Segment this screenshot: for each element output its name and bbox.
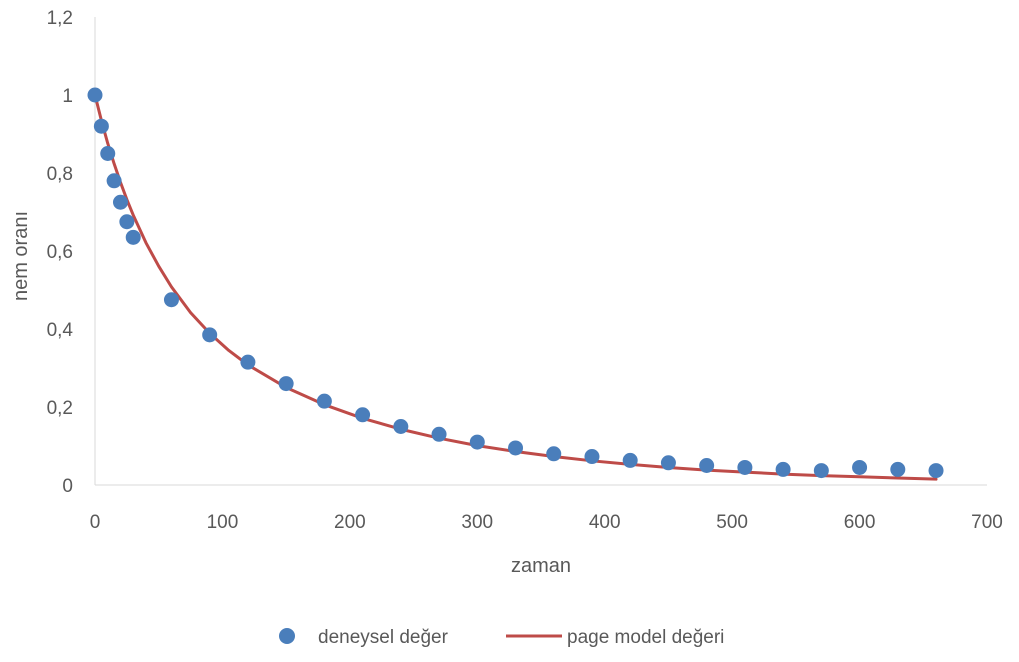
x-axis-title: zaman: [511, 555, 571, 577]
data-point: [119, 214, 135, 230]
y-tick-label: 0: [62, 476, 73, 497]
legend: deneysel değer page model değeri: [279, 627, 724, 648]
data-point: [699, 458, 715, 473]
data-point: [431, 426, 447, 442]
x-tick-label: 500: [716, 512, 748, 533]
axes: [94, 17, 987, 486]
y-tick-label: 0,4: [47, 320, 74, 341]
data-point: [125, 229, 141, 245]
data-point: [852, 459, 868, 475]
data-point: [202, 327, 218, 343]
x-tick-label: 100: [207, 512, 239, 533]
data-point: [928, 463, 944, 479]
data-point: [240, 354, 256, 370]
x-tick-label: 700: [971, 512, 1003, 533]
data-point: [393, 419, 409, 434]
data-point: [813, 463, 829, 479]
y-axis-title: nem oranı: [10, 211, 32, 301]
data-point: [622, 452, 638, 468]
x-tick-label: 0: [90, 512, 101, 533]
x-tick-label: 600: [844, 512, 876, 533]
data-point: [508, 440, 524, 456]
y-tick-label: 1: [62, 86, 73, 107]
data-points-layer: [87, 87, 944, 479]
x-tick-labels: 0 100 200 300 400 500 600 700: [90, 512, 1003, 533]
data-point: [93, 118, 109, 134]
y-tick-labels: 0 0,2 0,4 0,6 0,8 1 1,2: [47, 8, 74, 497]
y-tick-label: 1,2: [47, 8, 73, 29]
y-tick-label: 0,8: [47, 164, 73, 185]
x-tick-label: 400: [589, 512, 621, 533]
data-point: [106, 173, 122, 189]
data-point: [163, 292, 179, 308]
y-tick-label: 0,6: [47, 242, 73, 263]
data-point: [775, 461, 791, 477]
model-line: [93, 93, 938, 481]
data-point: [87, 87, 103, 103]
legend-label-model: page model değeri: [567, 627, 724, 648]
data-point: [469, 434, 485, 450]
x-tick-label: 300: [461, 512, 493, 533]
data-point: [660, 455, 676, 471]
data-point: [278, 376, 294, 392]
x-tick-label: 200: [334, 512, 366, 533]
data-point: [112, 194, 128, 210]
legend-label-deneysel: deneysel değer: [318, 627, 449, 648]
data-point: [584, 449, 600, 465]
data-point: [737, 459, 753, 475]
data-point: [100, 146, 116, 161]
data-point: [355, 407, 371, 423]
y-tick-label: 0,2: [47, 398, 73, 419]
data-point: [316, 393, 332, 409]
data-point: [890, 461, 906, 477]
legend-marker-deneysel: [279, 628, 295, 644]
data-point: [546, 446, 562, 462]
model-line-layer: [93, 93, 938, 481]
